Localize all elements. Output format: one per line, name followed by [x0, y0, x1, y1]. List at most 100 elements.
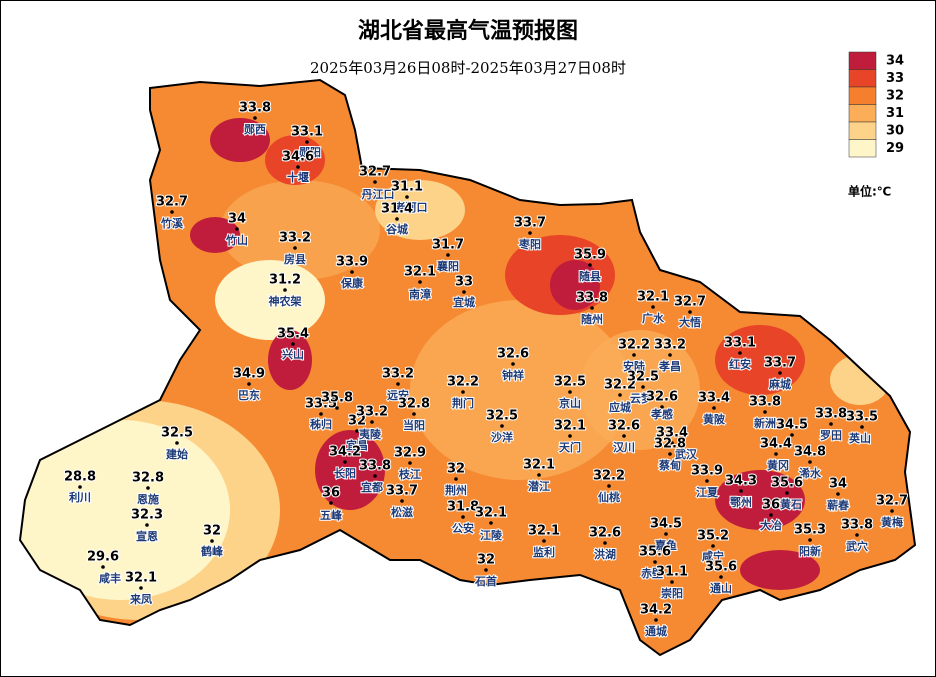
station-name: 南漳 — [409, 287, 431, 301]
station-dot — [808, 538, 812, 542]
station-name: 黄梅 — [881, 515, 903, 529]
station-dot — [405, 195, 409, 199]
station-dot — [355, 429, 359, 433]
station-value: 33.2 — [654, 338, 686, 353]
station-dot — [283, 288, 287, 292]
station-dot — [170, 210, 174, 214]
station-value: 32 — [477, 553, 495, 568]
station-dot — [711, 544, 715, 548]
station-name: 鄂州 — [730, 495, 752, 509]
station-value: 32.2 — [593, 469, 625, 484]
station-name: 荆州 — [445, 483, 467, 497]
station-value: 32.1 — [554, 419, 586, 434]
station-name: 通城 — [645, 624, 667, 638]
station-name: 英山 — [848, 431, 871, 445]
station-value: 31.1 — [391, 180, 423, 195]
station-dot — [489, 521, 493, 525]
station-value: 35.6 — [705, 560, 737, 575]
station-dot — [632, 353, 636, 357]
station-name: 十堰 — [287, 170, 309, 184]
station-dot — [590, 306, 594, 310]
station-value: 33.1 — [291, 125, 323, 140]
station-name: 沙洋 — [491, 430, 513, 444]
station-dot — [542, 539, 546, 543]
station-name: 随县 — [579, 269, 601, 283]
station-value: 33.2 — [382, 367, 414, 382]
station-name: 通山 — [710, 581, 732, 595]
station-value: 34.2 — [329, 445, 361, 460]
station-dot — [461, 515, 465, 519]
station-value: 31.1 — [656, 565, 688, 580]
station-dot — [350, 270, 354, 274]
station-value: 35.2 — [697, 529, 729, 544]
station-value: 33.4 — [656, 426, 688, 441]
legend-swatch — [848, 104, 877, 123]
station-name: 兴山 — [282, 347, 304, 361]
station-value: 35.8 — [321, 391, 353, 406]
station-dot — [653, 560, 657, 564]
legend-label: 33 — [886, 71, 904, 86]
station-dot — [622, 434, 626, 438]
station-name: 宜都 — [361, 480, 383, 494]
station-dot — [860, 425, 864, 429]
station-name: 浠水 — [799, 466, 822, 480]
station-name: 京山 — [559, 396, 581, 410]
station-value: 34.5 — [776, 418, 808, 433]
station-dot — [618, 393, 622, 397]
station-dot — [836, 492, 840, 496]
station-name: 孝感 — [650, 407, 673, 421]
station-dot — [296, 165, 300, 169]
station-name: 来凤 — [129, 592, 152, 606]
station-dot — [412, 412, 416, 416]
station-value: 32.5 — [627, 370, 659, 385]
station-name: 云梦 — [630, 391, 653, 405]
station-name: 赤壁 — [641, 566, 663, 580]
station-name: 罗田 — [820, 429, 842, 442]
station-dot — [705, 479, 709, 483]
station-value: 33.4 — [698, 391, 730, 406]
station-dot — [396, 382, 400, 386]
station-value: 32.6 — [589, 526, 621, 541]
station-name: 崇阳 — [661, 586, 683, 600]
station-dot — [890, 509, 894, 513]
station-value: 32.7 — [156, 195, 188, 210]
station-dot — [668, 452, 672, 456]
legend-swatch — [848, 86, 877, 105]
station-value: 33.8 — [749, 395, 781, 410]
station-name: 当阳 — [403, 418, 425, 432]
station-value: 35.6 — [771, 476, 803, 491]
station-name: 潜江 — [528, 479, 550, 493]
station-dot — [641, 385, 645, 389]
station-name: 仙桃 — [598, 490, 620, 504]
station-name: 黄陂 — [703, 412, 725, 426]
station-dot — [607, 484, 611, 488]
station-dot — [719, 575, 723, 579]
station-dot — [654, 618, 658, 622]
station-value: 34.5 — [650, 517, 682, 532]
station-value: 32.2 — [618, 338, 650, 353]
station-dot — [808, 460, 812, 464]
station-name: 麻城 — [768, 377, 791, 391]
station-dot — [664, 532, 668, 536]
station-dot — [855, 533, 859, 537]
station-value: 34.2 — [640, 603, 672, 618]
station-value: 34.8 — [794, 445, 826, 460]
station-dot — [418, 280, 422, 284]
station-name: 利川 — [69, 490, 91, 504]
station-value: 32.5 — [486, 409, 518, 424]
legend-label: 30 — [886, 124, 904, 139]
station-value: 34.6 — [282, 150, 314, 165]
legend-label: 31 — [886, 106, 904, 121]
station-dot — [305, 140, 309, 144]
station-value: 32 — [447, 462, 465, 477]
station-dot — [400, 499, 404, 503]
station-name: 黄冈 — [767, 458, 789, 472]
station-dot — [712, 406, 716, 410]
station-dot — [829, 422, 833, 426]
station-dot — [395, 217, 399, 221]
station-value: 32.1 — [404, 265, 436, 280]
station-dot — [668, 353, 672, 357]
station-name: 鹤峰 — [201, 544, 224, 558]
station-name: 松滋 — [391, 505, 413, 519]
